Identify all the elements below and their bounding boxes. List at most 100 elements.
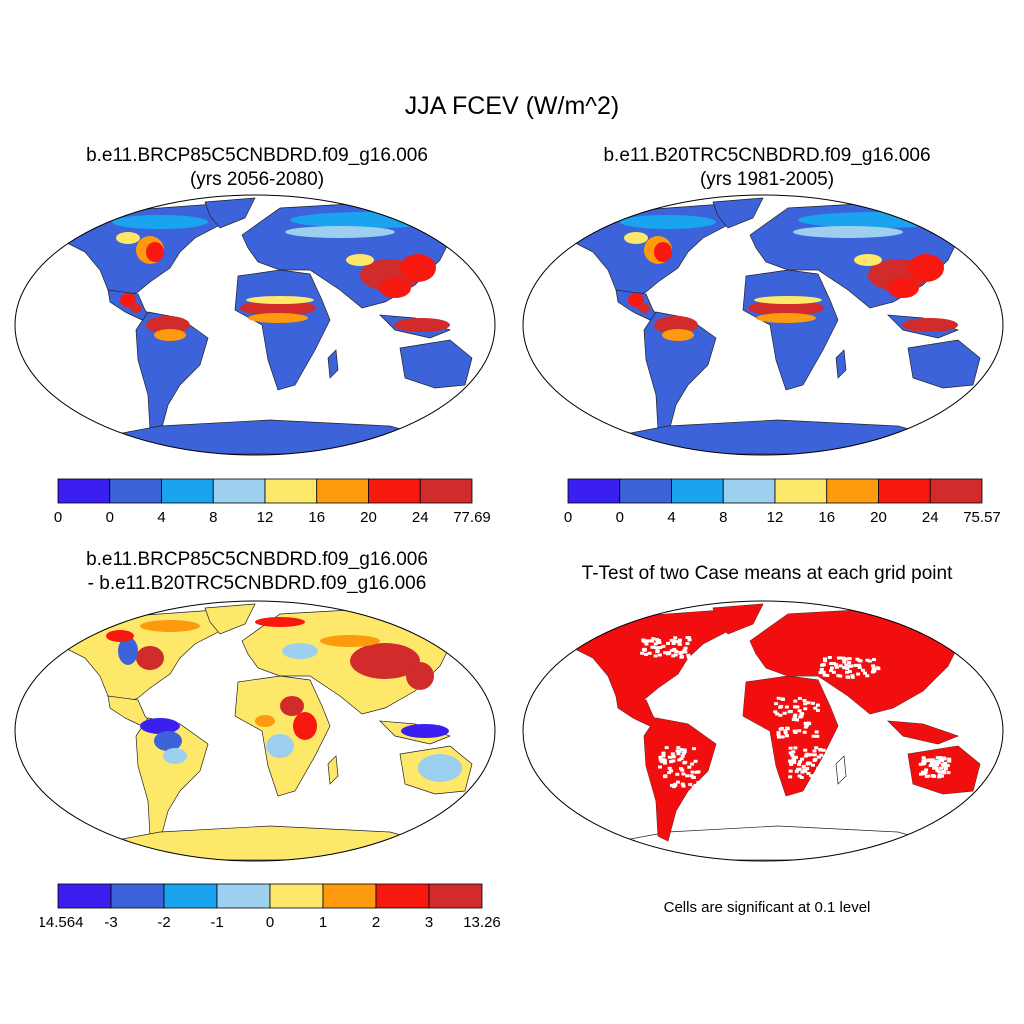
map-boundary [14, 600, 496, 862]
diff-region-6 [350, 643, 420, 679]
diff-region-15 [401, 724, 449, 738]
landmass-africa-p1 [234, 269, 331, 391]
diff-region-10 [154, 731, 182, 751]
colorbar-bin-0 [57, 883, 112, 909]
diff-region-11 [163, 748, 187, 764]
colorbar-label-0: -14.564 [40, 914, 83, 930]
landmass-southAmerica-p1 [135, 311, 209, 436]
flux-region-15 [379, 278, 411, 298]
diff-region-8 [320, 635, 380, 647]
colorbar-bin-4 [269, 883, 324, 909]
main-title: JJA FCEV (W/m^2) [404, 92, 620, 120]
significance-note: Cells are significant at 0.1 level [663, 899, 871, 916]
nonsignificant-cells [640, 636, 952, 789]
panel-3-title-line2: - b.e11.B20TRC5CNBDRD.f09_g16.006 [87, 573, 427, 594]
colorbar-bin-3 [722, 478, 776, 504]
colorbar-bin-0 [57, 478, 111, 504]
map-panel-3 [14, 600, 496, 862]
colorbar-label-3: 8 [209, 509, 217, 525]
landmass-australia-p2 [907, 339, 981, 389]
colorbar-label-0: 0 [54, 509, 62, 525]
colorbar-label-1: 0 [616, 509, 624, 525]
diff-region-4 [255, 617, 305, 627]
flux-region-6 [120, 293, 136, 307]
colorbar-bin-3 [212, 478, 266, 504]
flux-region-12 [754, 296, 822, 304]
colorbar-label-1: 0 [106, 509, 114, 525]
landmass-southAmerica-p2 [643, 311, 717, 436]
panel-4-title-line1: T-Test of two Case means at each grid po… [581, 563, 953, 584]
colorbar-bin-3 [216, 883, 271, 909]
flux-region-4 [146, 242, 164, 262]
flux-region-11 [248, 313, 308, 323]
map-panel-1 [14, 194, 496, 456]
colorbar-label-2: 4 [157, 509, 165, 525]
landmass-newZealand-p2 [985, 373, 999, 403]
map-boundary [522, 194, 1004, 456]
panel-1-title: b.e11.BRCP85C5CNBDRD.f09_g16.006 (yrs 20… [22, 144, 492, 192]
significant-indonesia [888, 721, 958, 744]
landmass-australia-p1 [399, 339, 473, 389]
landmass-southAmerica-p3 [135, 717, 209, 842]
flux-region-2 [793, 226, 903, 238]
map-boundary [14, 194, 496, 456]
flux-region-16 [854, 254, 882, 266]
colorbar-bin-5 [316, 478, 369, 504]
colorbar-label-8: 77.69 [453, 509, 490, 525]
flux-region-10 [748, 300, 824, 316]
flux-region-16 [346, 254, 374, 266]
panel-3-title: b.e11.BRCP85C5CNBDRD.f09_g16.006 - b.e11… [22, 548, 492, 596]
colorbar-label-6: 20 [360, 509, 377, 525]
colorbar-label-6: 2 [372, 914, 380, 930]
colorbar-label-4: 0 [266, 914, 274, 930]
flux-region-17 [394, 318, 450, 332]
map-panel-4 [522, 600, 1004, 862]
outline-newZealand [985, 779, 999, 809]
panel-4-title: T-Test of two Case means at each grid po… [532, 562, 1002, 586]
colorbar-label-7: 24 [412, 509, 429, 525]
colorbar-bin-0 [567, 478, 621, 504]
landmass-greenland-p1 [204, 197, 256, 229]
flux-region-7 [130, 303, 142, 313]
flux-region-10 [240, 300, 316, 316]
colorbar-label-8: 13.26 [463, 914, 500, 930]
flux-region-1 [798, 212, 958, 228]
colorbar-panel-1: 0 0 4 8 12 16 20 24 77.69 [54, 478, 490, 525]
flux-region-0 [112, 215, 208, 229]
colorbar-label-4: 12 [767, 509, 784, 525]
colorbar-label-0: 0 [564, 509, 572, 525]
diff-region-5 [282, 643, 318, 659]
flux-region-7 [638, 303, 650, 313]
landmass-africa-p2 [742, 269, 839, 391]
flux-region-1 [290, 212, 450, 228]
diff-region-1 [118, 637, 138, 665]
colorbar-bin-2 [163, 883, 218, 909]
panel-2-title: b.e11.B20TRC5CNBDRD.f09_g16.006 (yrs 198… [532, 144, 1002, 192]
flux-region-5 [116, 232, 140, 244]
landmass-greenland-p2 [712, 197, 764, 229]
map-panel-2 [522, 194, 1004, 456]
panel-1-title-line2: (yrs 2056-2080) [189, 169, 325, 190]
panel-3-title-line1: b.e11.BRCP85C5CNBDRD.f09_g16.006 [86, 549, 428, 570]
diff-region-2 [106, 630, 134, 642]
colorbar-label-8: 75.57 [963, 509, 1000, 525]
panel-2-title-line2: (yrs 1981-2005) [699, 169, 835, 190]
flux-region-8 [146, 316, 190, 334]
colorbar-panel-2: 0 0 4 8 12 16 20 24 75.57 [564, 478, 1000, 525]
diff-region-17 [255, 715, 275, 727]
flux-region-12 [246, 296, 314, 304]
panel-2-title-line1: b.e11.B20TRC5CNBDRD.f09_g16.006 [603, 145, 931, 166]
colorbar-bin-5 [826, 478, 879, 504]
significant-centralAmerica [616, 696, 660, 726]
flux-region-14 [400, 254, 436, 282]
colorbar-label-7: 3 [425, 914, 433, 930]
colorbar-bin-1 [110, 883, 165, 909]
colorbar-label-4: 12 [257, 509, 274, 525]
colorbar-bin-4 [774, 478, 828, 504]
map-boundary [522, 600, 1004, 862]
significant-greenland [713, 604, 763, 634]
colorbar-label-3: -1 [210, 914, 223, 930]
landmass-antarctica-p3 [84, 825, 441, 861]
flux-region-0 [620, 215, 716, 229]
outline-antarctica [592, 825, 949, 861]
